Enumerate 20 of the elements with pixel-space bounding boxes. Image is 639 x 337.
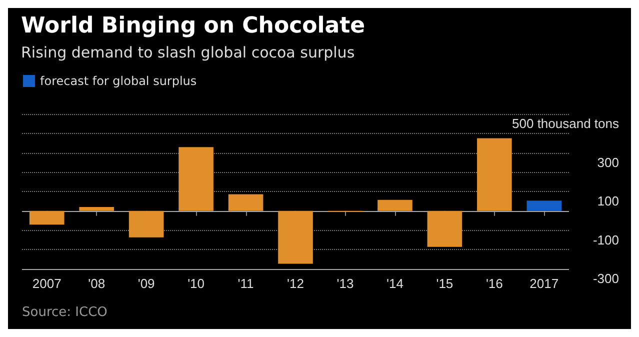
y-tick-label: 500 thousand tons bbox=[512, 116, 620, 131]
chart-title: World Binging on Chocolate bbox=[21, 14, 366, 38]
x-tick-label: '16 bbox=[486, 276, 503, 291]
x-tick-label: '10 bbox=[188, 276, 205, 291]
x-tick-label: '15 bbox=[436, 276, 454, 291]
x-tick-label: '13 bbox=[336, 276, 354, 291]
y-tick-label: -300 bbox=[592, 271, 619, 286]
x-tick-label: 2017 bbox=[530, 276, 559, 291]
x-tick-label: '08 bbox=[88, 276, 106, 291]
x-tick-label: '12 bbox=[287, 276, 304, 291]
x-tick-label: 2007 bbox=[32, 276, 62, 291]
legend-label: forecast for global surplus bbox=[40, 74, 197, 88]
x-tick-label: '14 bbox=[386, 276, 404, 291]
y-tick-label: -100 bbox=[592, 232, 619, 248]
chart-subtitle: Rising demand to slash global cocoa surplus bbox=[21, 44, 355, 62]
y-tick-label: 100 bbox=[597, 194, 619, 208]
y-tick-label: 300 bbox=[597, 154, 619, 170]
x-tick-label: '11 bbox=[238, 276, 254, 291]
source-note: Source: ICCO bbox=[22, 305, 108, 320]
x-tick-label: '09 bbox=[138, 276, 155, 291]
